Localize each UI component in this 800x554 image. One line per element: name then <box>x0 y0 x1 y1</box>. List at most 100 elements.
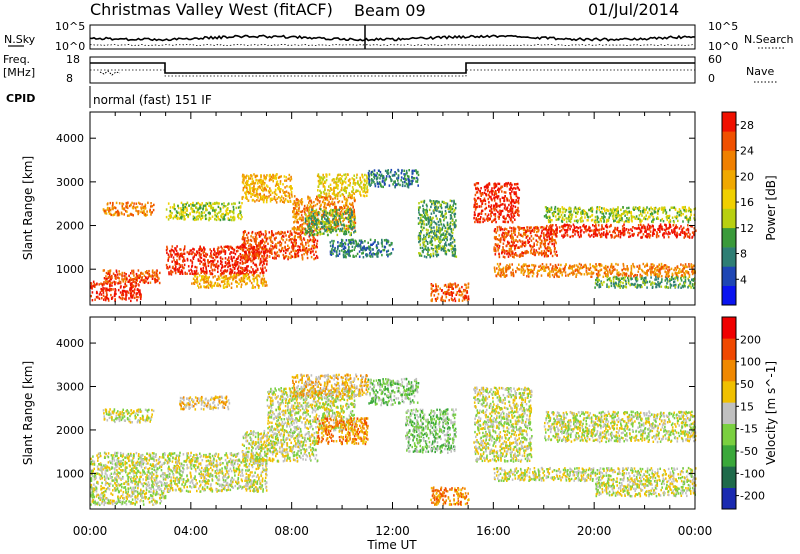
nsky-series-line <box>89 34 696 42</box>
vel-band-0 <box>90 451 167 507</box>
vel-colorbar-swatch <box>722 359 736 382</box>
power-band-2 <box>102 201 155 217</box>
power-band-11 <box>304 208 357 237</box>
time-tick-label: 00:00 <box>73 524 108 538</box>
cpid-value: normal (fast) 151 IF <box>93 93 212 107</box>
station-title: Christmas Valley West (fitACF) <box>90 0 333 19</box>
power-band-1 <box>102 269 161 285</box>
time-tick-label: 20:00 <box>577 524 612 538</box>
time-axis-labels: 00:00 04:00 08:00 12:00 16:00 20:00 00:00 <box>73 524 713 538</box>
time-tick-label: 04:00 <box>174 524 209 538</box>
velocity-y-axis: 1000 2000 3000 4000 <box>56 337 695 480</box>
vel-colorbar-tick: 100 <box>740 356 761 369</box>
power-band-18 <box>543 205 696 224</box>
power-band-15 <box>473 181 521 224</box>
power-x-ticks <box>89 112 696 305</box>
vel-colorbar-tick: -200 <box>740 490 765 503</box>
power-colorbar-swatch <box>722 208 736 229</box>
power-y-label: Slant Range [km] <box>21 156 35 260</box>
nave-start-noise <box>99 70 121 76</box>
power-colorbar-tick: 28 <box>740 119 754 132</box>
vel-band-11 <box>473 386 533 463</box>
power-colorbar-swatch <box>722 189 736 209</box>
vel-band-6 <box>291 373 369 398</box>
nsearch-tick-bottom: 10^0 <box>708 40 738 53</box>
power-y-tick-label: 2000 <box>56 220 84 233</box>
vel-band-7 <box>316 417 369 446</box>
vel-colorbar-tick: -100 <box>740 467 765 480</box>
vel-y-tick-label: 1000 <box>56 467 84 480</box>
nsearch-label: N.Search <box>744 33 794 46</box>
velocity-x-ticks <box>89 317 696 509</box>
power-band-20 <box>594 275 696 290</box>
vel-colorbar-swatch <box>722 402 736 424</box>
vel-colorbar-swatch <box>722 338 736 360</box>
power-band-5 <box>241 230 319 261</box>
power-colorbar-tick: 8 <box>740 248 747 261</box>
power-colorbar-tick: 4 <box>740 273 747 286</box>
freq-tick-bottom: 8 <box>66 72 73 85</box>
nave-series-line <box>90 69 695 77</box>
vel-band-4 <box>241 429 319 463</box>
vel-y-tick-label: 4000 <box>56 337 84 350</box>
power-band-14 <box>430 282 470 303</box>
power-colorbar-swatch <box>722 112 736 132</box>
power-colorbar-label: Power [dB] <box>764 175 778 240</box>
vel-colorbar-swatch <box>722 445 736 467</box>
vel-y-tick-label: 3000 <box>56 381 84 394</box>
power-colorbar-swatch <box>722 131 736 151</box>
vel-colorbar-tick: 50 <box>740 378 754 391</box>
date-label: 01/Jul/2014 <box>588 0 679 19</box>
power-y-axis: 1000 2000 3000 4000 <box>56 132 695 276</box>
power-band-17 <box>545 223 697 239</box>
vel-colorbar-swatch <box>722 317 736 339</box>
vel-band-9 <box>405 408 457 454</box>
nsky-panel: N.Sky 10^5 10^0 10^5 10^0 N.Search <box>4 20 794 53</box>
vel-band-14 <box>595 479 697 498</box>
power-band-12 <box>329 238 394 259</box>
vel-y-tick-label: 2000 <box>56 424 84 437</box>
vel-band-3 <box>179 395 231 411</box>
velocity-y-label: Slant Range [km] <box>21 361 35 465</box>
power-band-0 <box>90 280 142 303</box>
nsky-tick-top: 10^5 <box>55 20 85 33</box>
vel-band-10 <box>430 486 470 506</box>
vel-colorbar-swatch <box>722 466 736 488</box>
power-band-4 <box>191 273 268 289</box>
vel-band-2 <box>165 451 268 493</box>
vel-colorbar-tick: 15 <box>740 400 754 413</box>
time-axis-title: Time UT <box>366 538 417 552</box>
nsky-label: N.Sky <box>4 33 36 46</box>
velocity-panel: 1000 2000 3000 4000 Slant Range [km] <box>21 316 697 510</box>
power-colorbar-tick: 12 <box>740 222 754 235</box>
power-y-tick-label: 4000 <box>56 132 84 145</box>
vel-colorbar-swatch <box>722 487 736 510</box>
vel-colorbar-tick: -50 <box>740 445 758 458</box>
time-tick-label: 12:00 <box>375 524 410 538</box>
nave-label: Nave <box>746 65 774 78</box>
vel-band-8 <box>367 377 420 407</box>
power-colorbar-tick: 16 <box>740 196 754 209</box>
nsearch-tick-top: 10^5 <box>708 20 738 33</box>
power-colorbar: 4 8 12 16 20 24 28 <box>721 111 754 306</box>
nsky-tick-bottom: 10^0 <box>55 40 85 53</box>
power-band-13 <box>417 199 458 259</box>
nave-tick-top: 60 <box>708 53 722 66</box>
power-y-tick-label: 1000 <box>56 263 84 276</box>
vel-colorbar-tick: -15 <box>740 423 758 436</box>
vel-band-13 <box>493 466 697 483</box>
freq-tick-top: 18 <box>66 53 80 66</box>
power-colorbar-swatch <box>722 150 736 171</box>
power-colorbar-swatch <box>722 285 736 306</box>
cpid-label: CPID <box>6 92 35 105</box>
power-band-7 <box>241 173 293 204</box>
power-data <box>90 168 697 303</box>
vel-colorbar-swatch <box>722 423 736 446</box>
time-tick-label: 16:00 <box>476 524 511 538</box>
nave-tick-bottom: 0 <box>708 72 715 85</box>
vel-band-1 <box>102 408 155 424</box>
freq-panel: Freq. [MHz] 18 8 60 0 Nave <box>3 53 778 85</box>
time-tick-label: 08:00 <box>274 524 309 538</box>
power-colorbar-tick: 24 <box>740 145 754 158</box>
